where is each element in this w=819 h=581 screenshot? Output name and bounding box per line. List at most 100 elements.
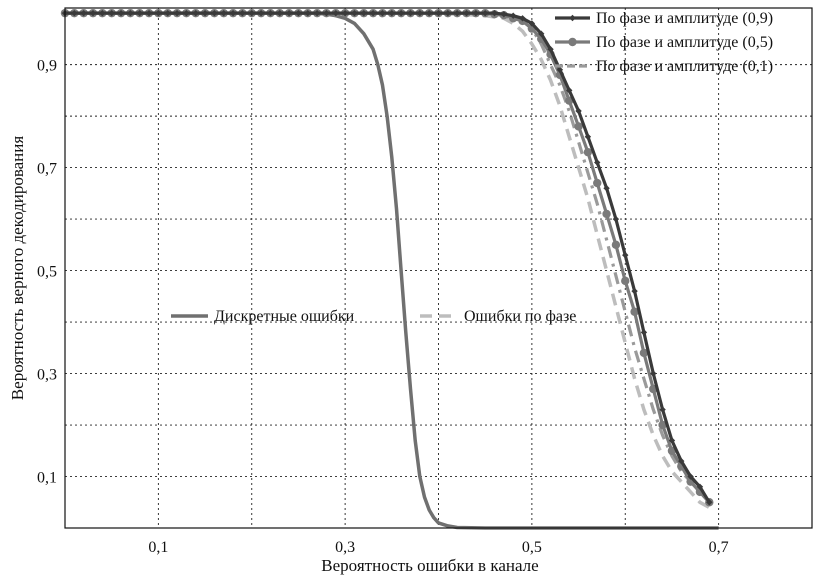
data-point-0 [313, 9, 321, 17]
data-point-0 [491, 9, 498, 17]
x-tick-label: 0,7 [709, 539, 729, 556]
data-point-0 [547, 45, 554, 53]
data-point-0 [267, 9, 274, 17]
data-point-0 [407, 9, 414, 17]
data-point-0 [229, 9, 237, 17]
data-point-0 [500, 10, 508, 18]
grid [65, 8, 812, 528]
data-point-0 [388, 9, 396, 17]
data-point-0 [575, 107, 582, 115]
data-point-0 [519, 15, 526, 22]
data-point-1 [621, 276, 630, 286]
data-point-0 [556, 66, 564, 73]
data-point-0 [696, 483, 704, 491]
data-point-1 [602, 209, 611, 219]
data-point-0 [397, 9, 405, 17]
data-point-0 [472, 9, 480, 17]
data-point-0 [127, 9, 134, 17]
data-point-1 [658, 420, 667, 430]
data-point-1 [639, 348, 649, 358]
data-point-0 [211, 9, 218, 17]
data-point-1 [574, 122, 583, 131]
y-tick-label: 0,9 [37, 58, 57, 75]
data-point-0 [360, 9, 367, 17]
data-point-1 [593, 178, 602, 188]
data-point-0 [136, 9, 143, 17]
data-point-0 [276, 9, 283, 17]
x-tick-label: 0,5 [522, 539, 542, 556]
data-point-1 [630, 307, 639, 316]
data-point-1 [611, 240, 621, 250]
x-tick-label: 0,3 [335, 539, 355, 556]
x-axis-label: Вероятность ошибки в канале [321, 556, 538, 575]
data-point-0 [425, 9, 433, 17]
legend-top-right: По фазе и амплитуде (0,9) По фазе и ампли… [555, 10, 773, 75]
data-point-0 [612, 215, 620, 223]
data-point-0 [603, 184, 610, 192]
legend-inline: Дискретные ошибки Ошибки по фазе [171, 308, 576, 325]
data-point-0 [239, 9, 246, 17]
series-line-0 [65, 11, 711, 504]
data-point-0 [584, 133, 592, 140]
data-point-0 [481, 9, 489, 17]
legend-label-4: Ошибки по фазе [464, 308, 576, 325]
legend-label-3: Дискретные ошибки [214, 308, 355, 325]
data-point-0 [566, 87, 573, 94]
data-point-1 [583, 147, 593, 157]
data-point-0 [192, 9, 199, 17]
data-point-0 [155, 9, 162, 17]
data-point-0 [80, 9, 87, 17]
data-point-0 [164, 9, 171, 17]
data-point-0 [528, 20, 536, 27]
data-point-0 [108, 9, 115, 17]
data-point-0 [295, 9, 302, 17]
series-line-4 [65, 11, 711, 509]
y-tick-label: 0,5 [37, 264, 57, 281]
data-point-0 [89, 9, 97, 17]
data-point-0 [538, 30, 545, 37]
data-point-0 [453, 9, 461, 17]
data-point-legend-1 [568, 37, 577, 47]
series-0 [61, 9, 713, 506]
data-point-0 [99, 9, 106, 17]
data-point-0 [659, 406, 666, 413]
data-point-0 [640, 329, 648, 336]
data-point-0 [220, 9, 227, 17]
data-point-0 [71, 9, 78, 17]
series-4 [65, 11, 711, 509]
data-point-0 [201, 9, 209, 17]
data-point-0 [341, 9, 349, 17]
data-point-0 [706, 499, 713, 506]
data-point-0 [117, 9, 125, 17]
series-2 [65, 11, 711, 504]
data-point-0 [622, 251, 629, 259]
data-point-0 [257, 9, 265, 17]
data-point-0 [145, 9, 153, 17]
x-tick-label: 0,1 [148, 539, 168, 556]
data-point-0 [668, 437, 676, 444]
data-point-0 [332, 9, 339, 17]
data-point-0 [687, 473, 694, 480]
legend-label-0: По фазе и амплитуде (0,9) [596, 10, 773, 27]
data-point-0 [379, 9, 386, 17]
data-point-0 [510, 12, 517, 19]
data-point-0 [650, 370, 657, 377]
data-point-0 [444, 9, 452, 17]
data-point-0 [323, 9, 330, 17]
series-layer [60, 8, 719, 530]
legend-label-1: По фазе и амплитуде (0,5) [596, 34, 773, 51]
y-tick-label: 0,7 [37, 161, 57, 178]
y-tick-label: 0,1 [37, 470, 57, 487]
y-axis-label: Вероятность верного декодирования [8, 136, 27, 401]
legend-label-2: По фазе и амплитуде (0,1) [596, 58, 773, 75]
data-point-0 [369, 9, 377, 17]
series-line-2 [65, 11, 711, 504]
data-point-0 [351, 9, 358, 17]
data-point-0 [285, 9, 293, 17]
data-point-0 [631, 287, 638, 295]
data-point-0 [183, 9, 190, 17]
data-point-0 [248, 9, 255, 17]
data-point-0 [416, 9, 424, 17]
data-point-0 [435, 9, 442, 17]
